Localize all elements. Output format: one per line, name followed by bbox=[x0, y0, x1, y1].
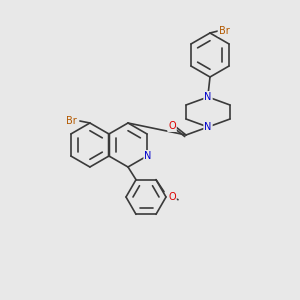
Text: N: N bbox=[204, 92, 212, 102]
Text: O: O bbox=[168, 121, 176, 131]
Text: O: O bbox=[168, 192, 176, 202]
Text: Br: Br bbox=[219, 26, 230, 36]
Text: Br: Br bbox=[65, 116, 76, 126]
Text: N: N bbox=[204, 122, 212, 132]
Text: N: N bbox=[144, 151, 152, 161]
